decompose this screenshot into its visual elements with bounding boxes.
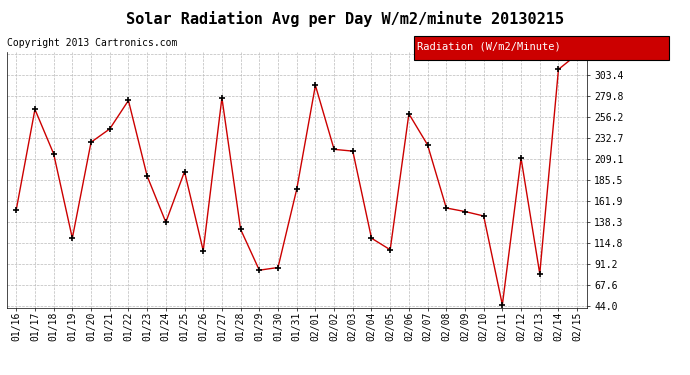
Text: Radiation (W/m2/Minute): Radiation (W/m2/Minute) [417, 41, 561, 51]
Text: Copyright 2013 Cartronics.com: Copyright 2013 Cartronics.com [7, 38, 177, 48]
Text: Solar Radiation Avg per Day W/m2/minute 20130215: Solar Radiation Avg per Day W/m2/minute … [126, 11, 564, 27]
